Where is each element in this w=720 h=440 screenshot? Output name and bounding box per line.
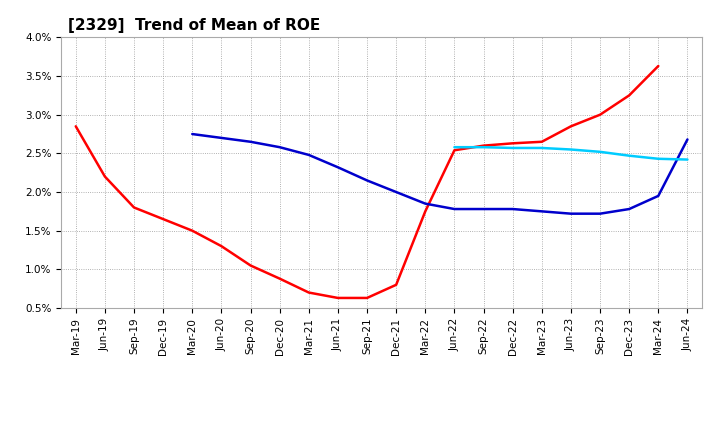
Text: [2329]  Trend of Mean of ROE: [2329] Trend of Mean of ROE [68,18,320,33]
